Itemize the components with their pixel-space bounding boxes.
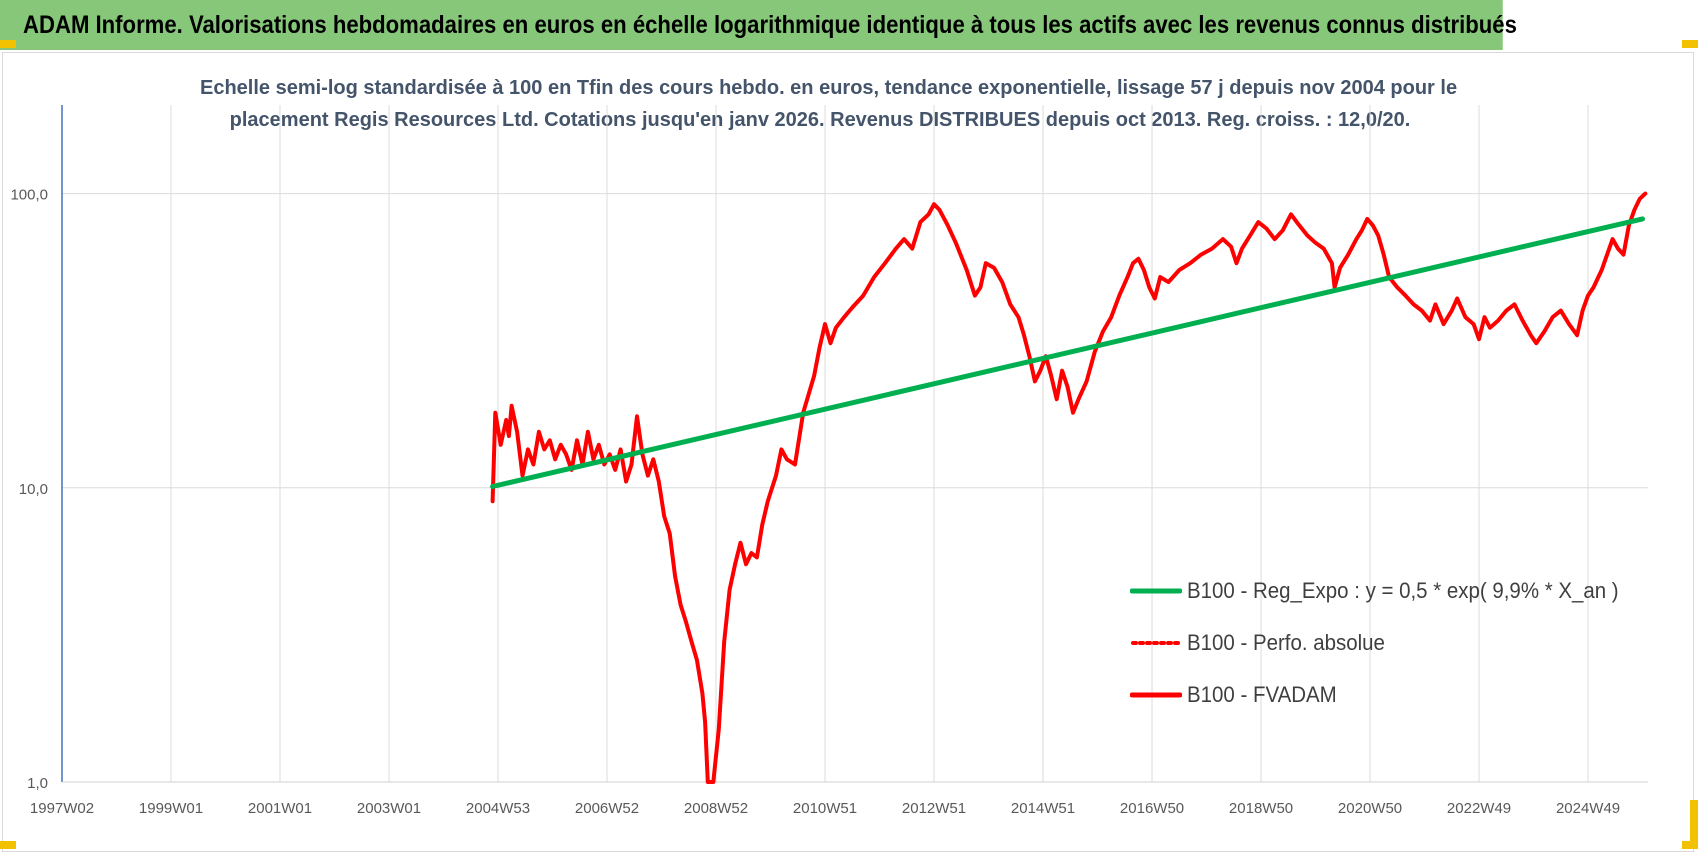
y-tick-label: 10,0: [19, 481, 48, 498]
x-tick-label: 2016W50: [1120, 800, 1184, 817]
x-tick-label: 1997W02: [30, 800, 94, 817]
chart-subtitle-line-2: placement Regis Resources Ltd. Cotations…: [229, 109, 1411, 131]
series-line-fvadam: [490, 191, 1648, 784]
chart-frame: [2, 52, 1694, 852]
grid-lines: [62, 105, 1648, 782]
chart-subtitle: Echelle semi-log standardisée à 100 en T…: [200, 72, 1458, 136]
y-tick-label: 100,0: [10, 187, 48, 204]
chart-legend: B100 - Reg_Expo : y = 0,5 * exp( 9,9% * …: [1130, 565, 1651, 721]
x-tick-label: 2001W01: [248, 800, 312, 817]
x-tick-label: 1999W01: [139, 800, 203, 817]
legend-item-perfo-absolue: B100 - Perfo. absolue: [1130, 617, 1651, 669]
legend-label-perfo-absolue: B100 - Perfo. absolue: [1187, 630, 1385, 655]
legend-item-fvadam: B100 - FVADAM: [1130, 669, 1651, 721]
legend-swatch-fvadam: [1130, 692, 1182, 698]
series-lines: [490, 191, 1648, 784]
x-tick-label: 2004W53: [466, 800, 530, 817]
corner-mark-bottom-right-v: [1690, 800, 1698, 849]
corner-mark-top-left: [0, 40, 16, 48]
x-tick-label: 2010W51: [793, 800, 857, 817]
legend-swatch-perfo-absolue: [1131, 641, 1182, 645]
x-tick-label: 2006W52: [575, 800, 639, 817]
series-line-regression: [490, 216, 1645, 489]
axes: [61, 105, 1648, 783]
legend-label-fvadam: B100 - FVADAM: [1187, 682, 1337, 707]
tick-labels: 1997W02 1999W01 2001W01 2003W01 2004W53 2006W…: [10, 187, 1620, 817]
chart-subtitle-line-1: Echelle semi-log standardisée à 100 en T…: [200, 77, 1458, 99]
x-tick-label: 2024W49: [1556, 800, 1620, 817]
x-tick-label: 2018W50: [1229, 800, 1293, 817]
y-tick-label: 1,0: [27, 775, 48, 792]
x-tick-label: 2003W01: [357, 800, 421, 817]
legend-item-regression: B100 - Reg_Expo : y = 0,5 * exp( 9,9% * …: [1130, 565, 1651, 617]
corner-mark-bottom-left: [0, 841, 16, 849]
x-tick-label: 2020W50: [1338, 800, 1402, 817]
x-tick-label: 2008W52: [684, 800, 748, 817]
x-tick-label: 2014W51: [1011, 800, 1075, 817]
x-tick-label: 2022W49: [1447, 800, 1511, 817]
chart-banner-title: ADAM Informe. Valorisations hebdomadaire…: [0, 0, 1517, 50]
x-tick-label: 2012W51: [902, 800, 966, 817]
legend-swatch-regression: [1130, 588, 1182, 594]
legend-label-regression: B100 - Reg_Expo : y = 0,5 * exp( 9,9% * …: [1187, 578, 1619, 603]
corner-mark-top-right: [1682, 40, 1698, 48]
